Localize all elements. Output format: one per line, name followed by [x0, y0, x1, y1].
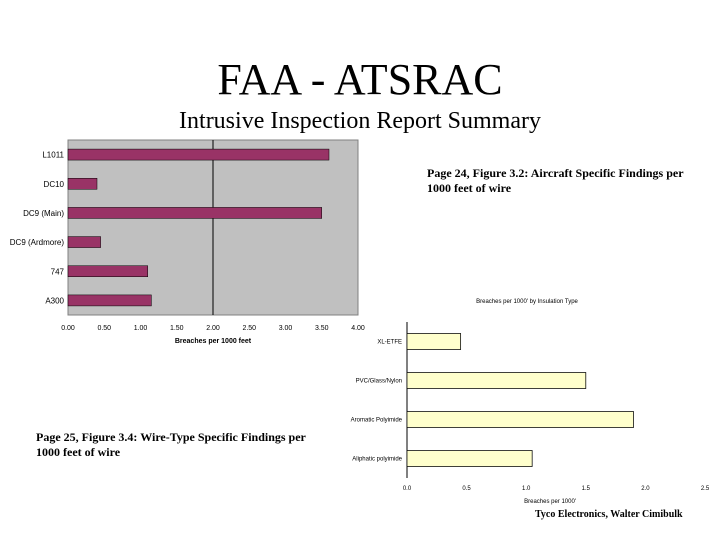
chart2-tick-label: 1.0 — [522, 486, 531, 492]
chart2-x-axis-label: Breaches per 1000' — [524, 499, 576, 505]
chart2-title: Breaches per 1000' by Insulation Type — [476, 299, 578, 305]
chart2-tick-label: 2.0 — [641, 486, 650, 492]
chart1-bar — [67, 236, 101, 248]
chart1-tick-label: 2.50 — [242, 325, 256, 332]
chart1-tick-label: 3.50 — [315, 325, 329, 332]
chart1-category-label: L1011 — [42, 151, 64, 160]
chart2-bar — [406, 450, 533, 467]
chart1-category-label: DC9 (Main) — [23, 209, 64, 218]
chart2-category-label: Aliphatic polyimide — [352, 457, 402, 463]
chart2-category-label: Aromatic Polyimide — [351, 418, 403, 424]
chart2-bar — [406, 333, 462, 350]
footer-credit: Tyco Electronics, Walter Cimibulk — [535, 509, 683, 520]
chart2-category-label: XL-ETFE — [377, 340, 402, 346]
page-subtitle: Intrusive Inspection Report Summary — [179, 108, 541, 134]
chart1-tick-label: 1.50 — [170, 325, 184, 332]
chart1-category-label: DC10 — [44, 180, 65, 189]
chart1-category-label: DC9 (Ardmore) — [10, 238, 65, 247]
chart1-tick-label: 0.50 — [97, 325, 111, 332]
chart1-category-label: A300 — [45, 296, 64, 305]
chart1-tick-label: 2.00 — [206, 325, 220, 332]
figure-3-4-caption: Page 25, Figure 3.4: Wire-Type Specific … — [36, 430, 306, 459]
chart1-bar — [67, 178, 98, 190]
chart2-tick-label: 0.5 — [462, 486, 471, 492]
chart1-tick-label: 3.00 — [279, 325, 293, 332]
chart1-tick-label: 4.00 — [351, 325, 365, 332]
page-title: FAA - ATSRAC — [217, 55, 503, 104]
chart1-tick-label: 0.00 — [61, 325, 75, 332]
chart2-bar — [406, 372, 587, 389]
chart1-bar — [67, 294, 152, 307]
chart2-tick-label: 0.0 — [403, 486, 412, 492]
chart2-tick-label: 1.5 — [582, 486, 591, 492]
chart2-bar — [406, 411, 634, 428]
chart1-bar — [67, 207, 322, 219]
chart1-tick-label: 1.00 — [134, 325, 148, 332]
chart1-bar — [67, 265, 148, 277]
chart1-x-axis-label: Breaches per 1000 feet — [175, 338, 252, 345]
chart2-tick-label: 2.5 — [701, 486, 710, 492]
chart1-category-label: 747 — [51, 267, 65, 276]
wire-type-findings-chart: Breaches per 1000' by Insulation Type XL… — [351, 299, 710, 505]
figure-3-2-caption: Page 24, Figure 3.2: Aircraft Specific F… — [427, 166, 684, 195]
chart1-bar — [67, 148, 330, 161]
chart2-category-label: PVC/Glass/Nylon — [356, 379, 402, 385]
